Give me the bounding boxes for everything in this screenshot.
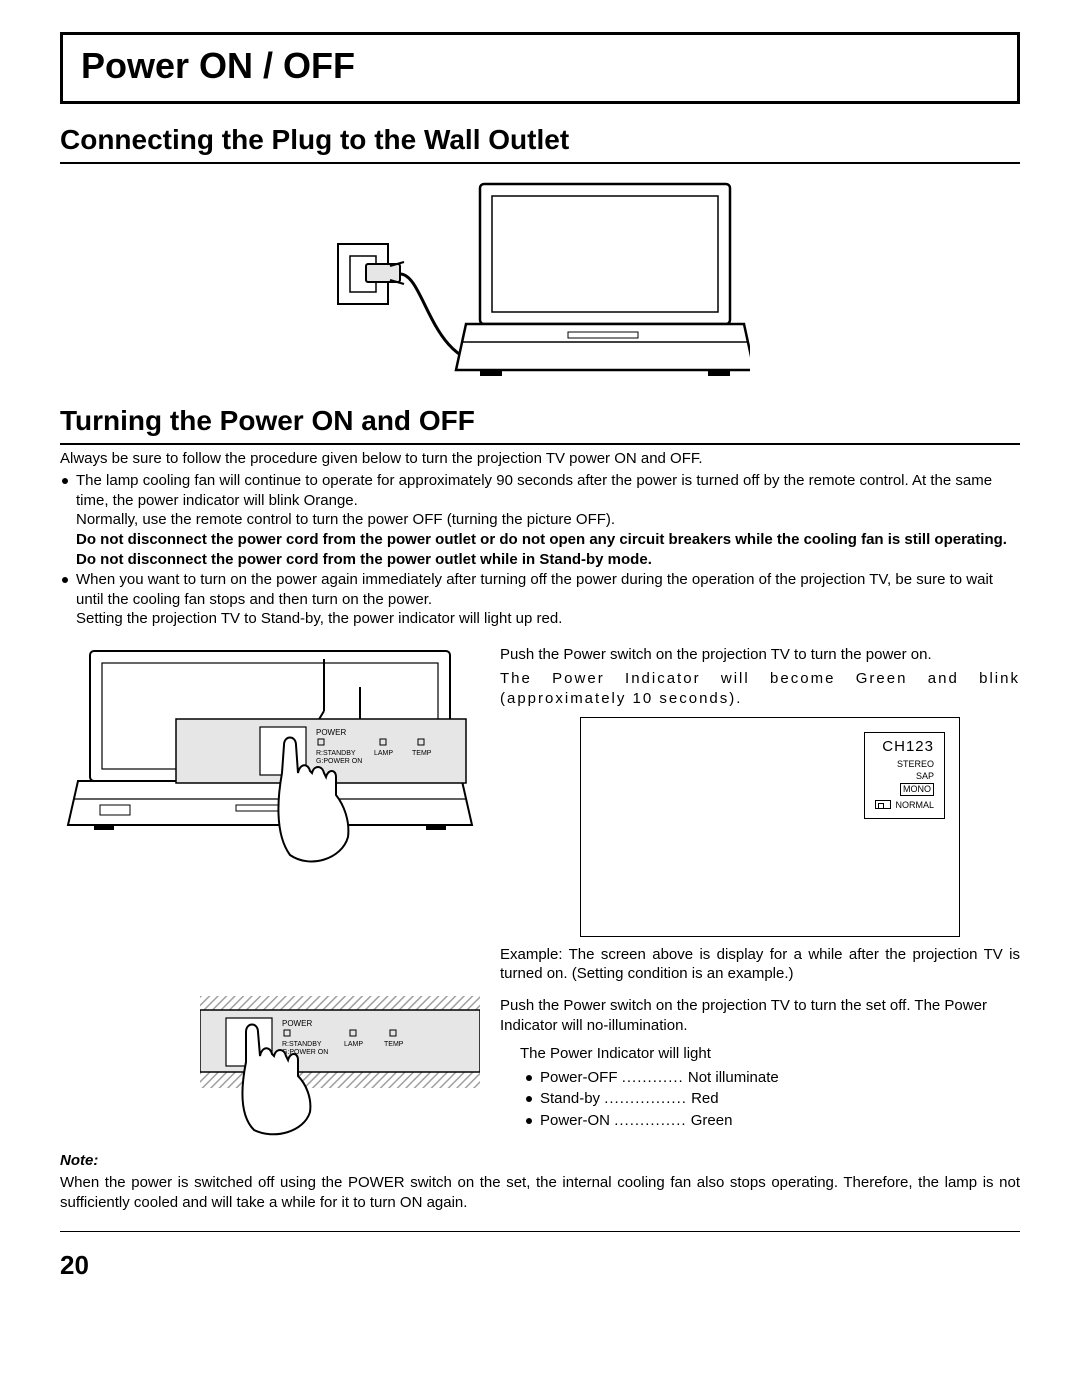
bullet-lamp-fan: The lamp cooling fan will continue to op… [60, 471, 1020, 570]
bullet1-d: Do not disconnect the power cord from th… [76, 551, 652, 568]
push-power-off: Push the Power switch on the projection … [500, 996, 1020, 1036]
bullet-dot-icon [526, 1096, 532, 1102]
svg-text:TEMP: TEMP [412, 750, 432, 757]
bullet-dot-icon [526, 1118, 532, 1124]
svg-text:G:POWER ON: G:POWER ON [282, 1049, 328, 1056]
page-title-box: Power ON / OFF [60, 32, 1020, 104]
push-power-on: Push the Power switch on the projection … [500, 645, 1020, 665]
example-caption: Example: The screen above is display for… [500, 945, 1020, 985]
ind-on-val: Green [691, 1112, 733, 1129]
illustration-panel-closeup: POWER R:STANDBY G:POWER ON LAMP TEMP [60, 996, 480, 1141]
indicator-green: The Power Indicator will become Green an… [500, 669, 1020, 709]
svg-text:LAMP: LAMP [344, 1041, 363, 1048]
tv-front-panel-icon: POWER R:STANDBY G:POWER ON LAMP TEMP [60, 645, 480, 875]
note-label: Note: [60, 1152, 98, 1169]
bullet1-a: The lamp cooling fan will continue to op… [76, 472, 992, 509]
page-number: 20 [60, 1250, 1020, 1281]
dots-fill: ............ [622, 1069, 684, 1086]
section-heading-power: Turning the Power ON and OFF [60, 405, 1020, 445]
osd-normal: NORMAL [895, 800, 934, 810]
svg-text:TEMP: TEMP [384, 1041, 404, 1048]
svg-text:LAMP: LAMP [374, 750, 393, 757]
note-text: When the power is switched off using the… [60, 1173, 1020, 1213]
bullet-dot-icon [62, 478, 68, 484]
ind-off-val: Not illuminate [688, 1069, 779, 1086]
ind-on-label: Power-ON [540, 1112, 610, 1129]
osd-channel: CH123 [875, 737, 934, 757]
svg-text:R:STANDBY: R:STANDBY [282, 1041, 322, 1048]
tv-plug-icon [330, 174, 750, 384]
osd-mono: MONO [900, 783, 934, 797]
bullet-dot-icon [62, 577, 68, 583]
divider [60, 1231, 1020, 1232]
panel-closeup-icon: POWER R:STANDBY G:POWER ON LAMP TEMP [200, 996, 480, 1136]
osd-screen: CH123 STEREO SAP MONO NORMAL [580, 717, 960, 937]
indicator-list: Power-OFF ............ Not illuminate St… [524, 1068, 1020, 1131]
osd-sap: SAP [875, 771, 934, 783]
svg-text:R:STANDBY: R:STANDBY [316, 750, 356, 757]
osd-overlay: CH123 STEREO SAP MONO NORMAL [864, 732, 945, 820]
label-power: POWER [316, 728, 346, 737]
ind-off-label: Power-OFF [540, 1069, 618, 1086]
bullet2-a: When you want to turn on the power again… [76, 571, 993, 608]
dots-fill: .............. [614, 1112, 686, 1129]
svg-text:POWER: POWER [282, 1019, 312, 1028]
indicator-heading: The Power Indicator will light [520, 1044, 1020, 1064]
section-heading-connecting: Connecting the Plug to the Wall Outlet [60, 124, 1020, 164]
illustration-plug-tv [60, 174, 1020, 389]
cc-icon [875, 800, 891, 809]
intro-block: Always be sure to follow the procedure g… [60, 449, 1020, 629]
page-title: Power ON / OFF [81, 45, 999, 87]
intro-text: Always be sure to follow the procedure g… [60, 449, 1020, 469]
bullet2-b: Setting the projection TV to Stand-by, t… [76, 610, 562, 627]
ind-standby-val: Red [691, 1090, 719, 1107]
bullet1-c: Do not disconnect the power cord from th… [76, 531, 1007, 548]
dots-fill: ................ [604, 1090, 687, 1107]
ind-standby-label: Stand-by [540, 1090, 600, 1107]
bullet1-b: Normally, use the remote control to turn… [76, 511, 615, 528]
bullet-power-again: When you want to turn on the power again… [60, 570, 1020, 629]
illustration-tv-front-panel: POWER R:STANDBY G:POWER ON LAMP TEMP [60, 645, 480, 988]
osd-stereo: STEREO [875, 759, 934, 771]
svg-text:G:POWER ON: G:POWER ON [316, 758, 362, 765]
bullet-dot-icon [526, 1075, 532, 1081]
